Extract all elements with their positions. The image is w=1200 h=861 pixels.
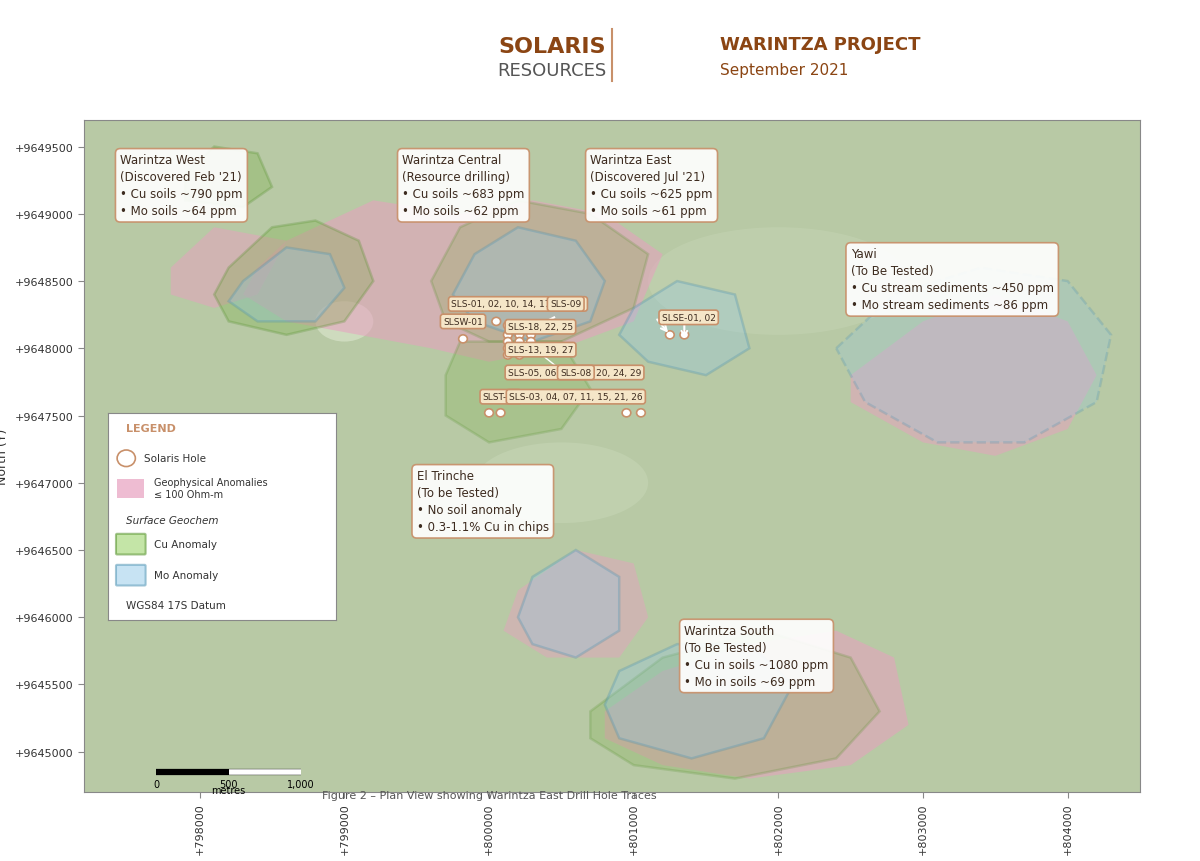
Circle shape xyxy=(527,338,535,346)
Text: Yawi
(To Be Tested)
• Cu stream sediments ~450 ppm
• Mo stream sediments ~86 ppm: Yawi (To Be Tested) • Cu stream sediment… xyxy=(851,248,1054,312)
Circle shape xyxy=(636,409,646,418)
Polygon shape xyxy=(445,342,590,443)
Text: Warintza West
(Discovered Feb '21)
• Cu soils ~790 ppm
• Mo soils ~64 ppm: Warintza West (Discovered Feb '21) • Cu … xyxy=(120,154,242,218)
Circle shape xyxy=(118,450,136,467)
Circle shape xyxy=(504,331,512,339)
Text: Surface Geochem: Surface Geochem xyxy=(126,516,218,526)
Text: LEGEND: LEGEND xyxy=(126,424,176,434)
Ellipse shape xyxy=(648,228,908,336)
Text: RESOURCES: RESOURCES xyxy=(497,62,607,79)
Ellipse shape xyxy=(474,443,648,523)
Text: SLS-18, 22, 25: SLS-18, 22, 25 xyxy=(508,323,572,331)
Polygon shape xyxy=(590,631,880,778)
Text: Mo Anomaly: Mo Anomaly xyxy=(154,571,218,580)
Polygon shape xyxy=(605,631,908,778)
Circle shape xyxy=(622,409,631,418)
Circle shape xyxy=(666,331,674,339)
Text: WGS84 17S Datum: WGS84 17S Datum xyxy=(126,600,226,610)
Polygon shape xyxy=(229,248,344,322)
Text: SLS-09: SLS-09 xyxy=(550,300,581,309)
Text: SOLARIS: SOLARIS xyxy=(498,37,606,58)
Y-axis label: North (Y): North (Y) xyxy=(0,428,10,485)
Text: Geophysical Anomalies
≤ 100 Ohm-m: Geophysical Anomalies ≤ 100 Ohm-m xyxy=(154,478,268,499)
Circle shape xyxy=(504,338,512,346)
Polygon shape xyxy=(214,221,373,336)
Circle shape xyxy=(504,351,512,360)
Circle shape xyxy=(492,318,500,326)
Text: SLS-05, 06, 12, 16, 20, 24, 29: SLS-05, 06, 12, 16, 20, 24, 29 xyxy=(508,369,641,378)
Polygon shape xyxy=(185,147,272,208)
Polygon shape xyxy=(170,228,287,308)
Text: Cu Anomaly: Cu Anomaly xyxy=(154,540,217,549)
Circle shape xyxy=(497,409,505,418)
Text: WARINTZA PROJECT: WARINTZA PROJECT xyxy=(720,36,920,53)
Circle shape xyxy=(680,331,689,339)
Text: SLS-03, 04, 07, 11, 15, 21, 26: SLS-03, 04, 07, 11, 15, 21, 26 xyxy=(509,393,643,402)
Circle shape xyxy=(515,331,523,339)
Text: Solaris Hole: Solaris Hole xyxy=(144,454,206,464)
Text: 1,000: 1,000 xyxy=(287,778,314,789)
Circle shape xyxy=(515,326,523,334)
Circle shape xyxy=(458,336,467,344)
Polygon shape xyxy=(851,295,1097,456)
Circle shape xyxy=(515,338,523,346)
Polygon shape xyxy=(605,644,793,759)
Circle shape xyxy=(515,345,523,353)
Text: SLS-08: SLS-08 xyxy=(560,369,592,378)
Bar xyxy=(118,480,144,498)
Polygon shape xyxy=(504,550,648,658)
Text: 500: 500 xyxy=(220,778,238,789)
Polygon shape xyxy=(452,228,605,342)
FancyBboxPatch shape xyxy=(116,534,145,554)
Text: Warintza South
(To Be Tested)
• Cu in soils ~1080 ppm
• Mo in soils ~69 ppm: Warintza South (To Be Tested) • Cu in so… xyxy=(684,624,829,688)
Circle shape xyxy=(504,345,512,353)
Text: SLS-13, 19, 27: SLS-13, 19, 27 xyxy=(508,346,574,355)
Text: Warintza East
(Discovered Jul '21)
• Cu soils ~625 ppm
• Mo soils ~61 ppm: Warintza East (Discovered Jul '21) • Cu … xyxy=(590,154,713,218)
Text: SLST-01: SLST-01 xyxy=(482,393,518,402)
Text: metres: metres xyxy=(211,785,246,796)
Text: Warintza Central
(Resource drilling)
• Cu soils ~683 ppm
• Mo soils ~62 ppm: Warintza Central (Resource drilling) • C… xyxy=(402,154,524,218)
Text: September 2021: September 2021 xyxy=(720,63,848,78)
Polygon shape xyxy=(619,282,750,375)
Ellipse shape xyxy=(316,302,373,342)
Polygon shape xyxy=(518,550,619,658)
Polygon shape xyxy=(431,201,648,342)
Text: SLSW-01: SLSW-01 xyxy=(443,318,482,326)
Text: SLSE-01, 02: SLSE-01, 02 xyxy=(661,313,715,323)
Circle shape xyxy=(527,331,535,339)
Text: 0: 0 xyxy=(154,778,160,789)
FancyBboxPatch shape xyxy=(116,565,145,585)
Circle shape xyxy=(504,322,512,330)
Polygon shape xyxy=(244,201,662,362)
Polygon shape xyxy=(836,269,1111,443)
Text: El Trinche
(To be Tested)
• No soil anomaly
• 0.3-1.1% Cu in chips: El Trinche (To be Tested) • No soil anom… xyxy=(416,470,548,534)
Circle shape xyxy=(485,409,493,418)
Circle shape xyxy=(515,351,523,360)
Text: SLS-01, 02, 10, 14, 17, 23, 28: SLS-01, 02, 10, 14, 17, 23, 28 xyxy=(451,300,584,309)
Text: Figure 2 – Plan View showing Warintza East Drill Hole Traces: Figure 2 – Plan View showing Warintza Ea… xyxy=(322,790,656,800)
